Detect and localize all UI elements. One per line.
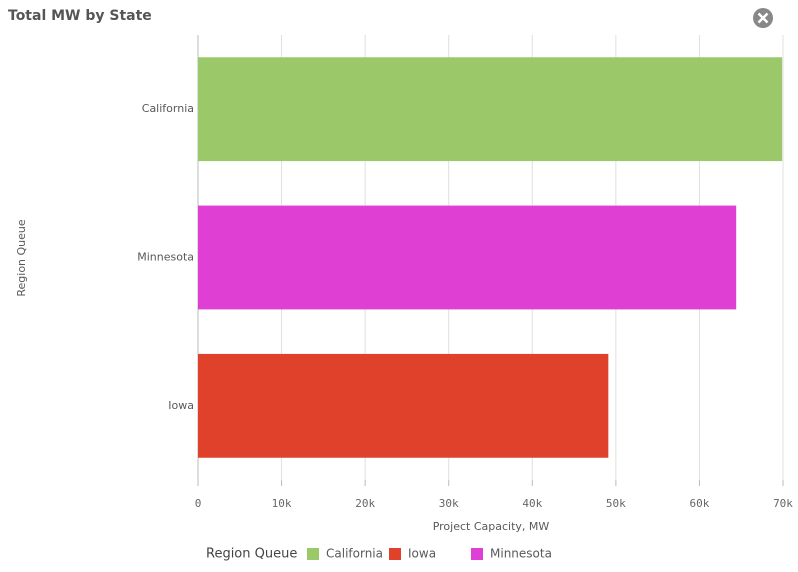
close-button[interactable] [753, 8, 773, 28]
x-tick-label: 20k [355, 497, 375, 510]
y-axis-title: Region Queue [15, 219, 28, 297]
bar [198, 353, 609, 458]
x-tick-label: 40k [522, 497, 542, 510]
legend-swatch [471, 548, 483, 560]
x-tick-label: 0 [195, 497, 202, 510]
x-tick-label: 30k [439, 497, 459, 510]
x-tick-label: 70k [773, 497, 793, 510]
x-tick-label: 50k [606, 497, 626, 510]
x-axis-title: Project Capacity, MW [433, 520, 550, 533]
legend-swatch [389, 548, 401, 560]
close-x[interactable] [757, 12, 769, 24]
bar [198, 57, 783, 162]
legend-label: California [326, 547, 383, 561]
legend-title: Region Queue [206, 547, 297, 562]
legend-label: Iowa [408, 547, 436, 561]
y-tick-label: California [142, 102, 194, 115]
chart-title: Total MW by State [8, 8, 152, 24]
legend-label: Minnesota [490, 547, 552, 561]
y-tick-label: Iowa [168, 399, 194, 412]
bar [198, 205, 737, 310]
y-tick-label: Minnesota [137, 251, 194, 264]
x-tick-label: 60k [689, 497, 709, 510]
x-tick-label: 10k [272, 497, 292, 510]
legend-swatch [307, 548, 319, 560]
